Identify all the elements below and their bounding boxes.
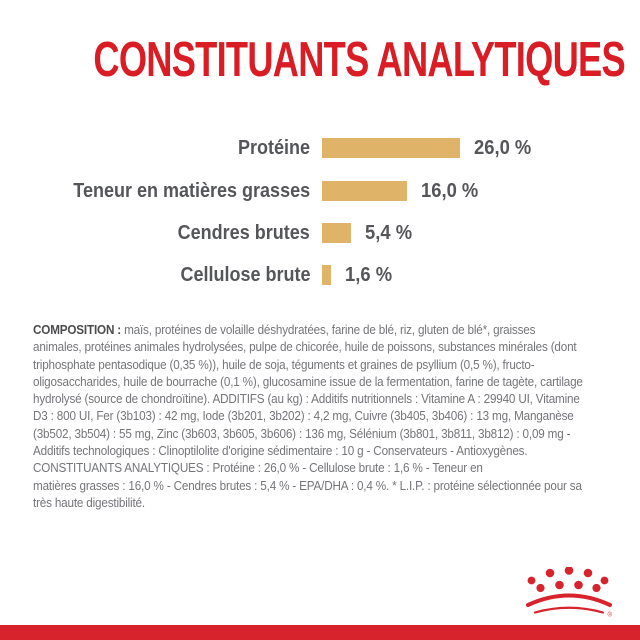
- composition-heading: COMPOSITION :: [33, 322, 122, 337]
- chart-bar: [322, 223, 351, 243]
- composition-line-text: maïs, protéines de volaille déshydratées…: [124, 322, 536, 337]
- composition-line: COMPOSITION : maïs, protéines de volaill…: [33, 321, 609, 338]
- chart-bar: [322, 181, 407, 201]
- page-title-text: CONSTITUANTS ANALYTIQUES: [93, 33, 625, 87]
- composition-line: D3 : 800 UI, Fer (3b103) : 42 mg, Iode (…: [33, 408, 574, 424]
- bottom-red-bar: [0, 625, 640, 640]
- chart-bar: [322, 138, 460, 158]
- composition-line: CONSTITUANTS ANALYTIQUES : Protéine : 26…: [33, 460, 483, 476]
- crown-dots-icon: [527, 567, 609, 593]
- composition-line: animales, protéines animales hydrolysées…: [33, 339, 577, 355]
- composition-line: Additifs technologiques : Clinoptilolite…: [33, 443, 528, 459]
- chart-category-label: Protéine: [237, 137, 310, 159]
- composition-line: triphosphate pentasodique (0,35 %)), hui…: [33, 356, 535, 372]
- chart-row-protein: Protéine 26,0 %: [0, 137, 640, 159]
- composition-line: (3b502, 3b504) : 55 mg, Zinc (3b603, 3b6…: [33, 425, 571, 441]
- royal-canin-crown-logo: ®: [526, 567, 613, 619]
- analytical-constituents-chart: Protéine 26,0 % Teneur en matières grass…: [0, 0, 640, 300]
- chart-value-label: 1,6 %: [344, 264, 392, 286]
- chart-value-label: 16,0 %: [420, 180, 479, 202]
- chart-value-label: 26,0 %: [473, 137, 532, 159]
- chart-row-fat: Teneur en matières grasses 16,0 %: [0, 180, 640, 202]
- composition-line: très haute digestibilité.: [33, 494, 145, 510]
- composition-line: oligosaccharides, huile de bourrache (0,…: [33, 373, 583, 389]
- chart-category-label: Cendres brutes: [177, 222, 310, 244]
- chart-bar: [322, 265, 331, 285]
- chart-value-label: 5,4 %: [364, 222, 412, 244]
- composition-line: matières grasses : 16,0 % - Cendres brut…: [33, 477, 582, 493]
- page-title: CONSTITUANTS ANALYTIQUES: [0, 36, 640, 85]
- composition-line: hydrolysé (source de chondroïtine). ADDI…: [33, 391, 580, 407]
- composition-text: COMPOSITION : maïs, protéines de volaill…: [33, 321, 609, 511]
- crown-arc-icon: [526, 593, 612, 614]
- registered-trademark-symbol: ®: [608, 612, 613, 619]
- chart-row-ash: Cendres brutes 5,4 %: [0, 222, 640, 244]
- chart-category-label: Teneur en matières grasses: [73, 180, 310, 202]
- chart-category-label: Cellulose brute: [179, 264, 310, 286]
- chart-row-fibre: Cellulose brute 1,6 %: [0, 264, 640, 286]
